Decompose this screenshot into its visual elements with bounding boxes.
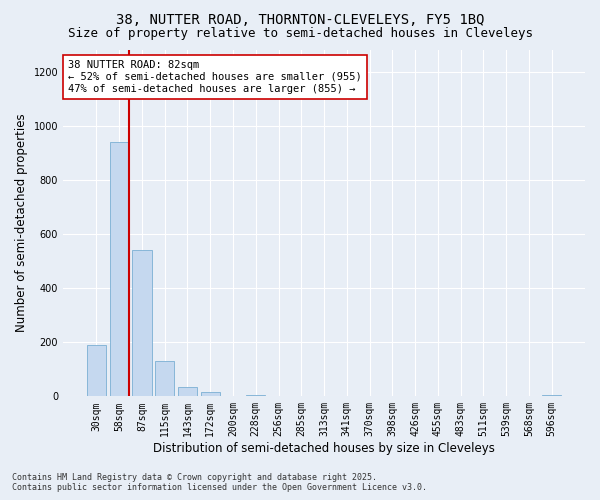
Text: 38 NUTTER ROAD: 82sqm
← 52% of semi-detached houses are smaller (955)
47% of sem: 38 NUTTER ROAD: 82sqm ← 52% of semi-deta… [68,60,362,94]
Bar [132,250,152,396]
Y-axis label: Number of semi-detached properties: Number of semi-detached properties [15,114,28,332]
Text: 38, NUTTER ROAD, THORNTON-CLEVELEYS, FY5 1BQ: 38, NUTTER ROAD, THORNTON-CLEVELEYS, FY5… [116,12,484,26]
Text: Contains HM Land Registry data © Crown copyright and database right 2025.
Contai: Contains HM Land Registry data © Crown c… [12,473,427,492]
Bar [542,395,561,396]
Bar [178,387,197,396]
Bar [87,345,106,397]
Bar [246,395,265,396]
Bar [200,392,220,396]
X-axis label: Distribution of semi-detached houses by size in Cleveleys: Distribution of semi-detached houses by … [153,442,495,455]
Text: Size of property relative to semi-detached houses in Cleveleys: Size of property relative to semi-detach… [67,28,533,40]
Bar [155,361,175,396]
Bar [110,142,129,397]
